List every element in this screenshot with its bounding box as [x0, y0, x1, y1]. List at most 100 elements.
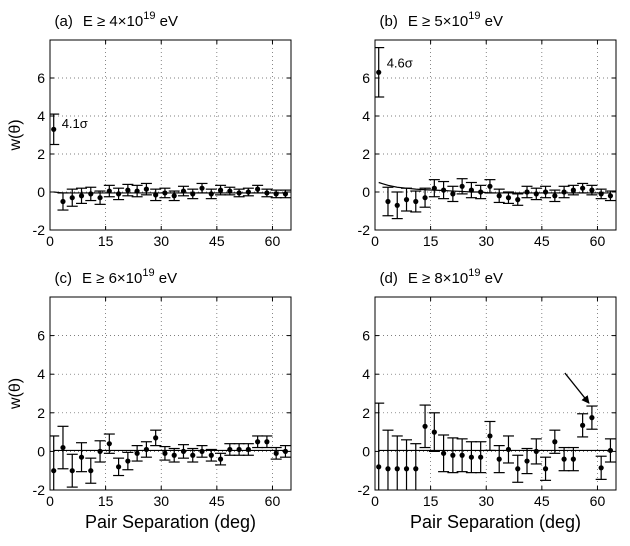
data-point: [580, 422, 586, 428]
plot-frame: [374, 296, 617, 491]
data-layer: [375, 402, 616, 490]
panel-title: (d) E ≥ 8×1019 eV: [380, 267, 503, 287]
data-point: [88, 468, 94, 474]
ticks: [374, 297, 616, 491]
data-point: [125, 187, 131, 193]
significance-annotation: 4.6σ: [387, 55, 413, 70]
x-tick-label: 60: [590, 493, 606, 509]
data-point: [60, 444, 66, 451]
ticks: [49, 297, 291, 491]
ticks: [49, 40, 291, 231]
data-point: [607, 193, 614, 199]
data-point: [208, 452, 214, 458]
data-point: [403, 197, 410, 203]
data-point: [468, 454, 474, 460]
data-point: [199, 185, 205, 191]
data-layer: [50, 425, 291, 490]
title-energy: E ≥ 5×10: [408, 13, 468, 30]
grid: [375, 40, 616, 230]
x-axis-label: Pair Separation (deg): [85, 512, 256, 532]
title-unit: eV: [480, 13, 503, 30]
x-tick-label: 45: [209, 233, 225, 249]
plot-frame: [374, 39, 617, 231]
plot-frame: [49, 296, 292, 491]
y-tick-label: 0: [362, 443, 370, 459]
data-point: [255, 186, 261, 192]
data-point: [394, 202, 400, 208]
data-point: [431, 185, 437, 191]
data-point: [487, 433, 493, 439]
x-tick-label: 60: [265, 493, 281, 509]
title-unit: eV: [480, 270, 503, 287]
data-point: [515, 197, 521, 203]
data-point: [60, 198, 66, 205]
y-tick-label: -2: [358, 222, 371, 238]
plot-frame: [49, 39, 292, 231]
y-tick-label: 4: [37, 366, 45, 382]
data-point: [385, 466, 391, 472]
x-tick-label: 60: [590, 233, 606, 249]
data-point: [208, 191, 214, 197]
data-point: [273, 191, 279, 197]
data-point: [180, 188, 187, 194]
data-point: [143, 446, 149, 453]
data-point: [245, 189, 251, 195]
data-point: [171, 452, 177, 458]
title-unit: eV: [155, 270, 178, 287]
grid: [50, 297, 291, 490]
data-point: [450, 191, 456, 197]
data-point: [524, 458, 530, 464]
x-tick-label: 15: [423, 233, 439, 249]
data-point: [561, 189, 567, 195]
data-point: [255, 439, 261, 445]
data-point: [505, 446, 512, 453]
y-tick-label: -2: [33, 482, 46, 498]
y-tick-label: 0: [362, 184, 370, 200]
data-point: [459, 183, 465, 189]
data-point: [478, 454, 484, 460]
data-point: [190, 191, 196, 197]
panel-title: (c) E ≥ 6×1019 eV: [55, 267, 178, 287]
y-tick-label: -2: [358, 482, 371, 498]
data-point: [542, 466, 549, 472]
data-point: [413, 198, 419, 205]
y-axis-label: w(θ): [7, 119, 24, 151]
data-point: [97, 195, 103, 201]
data-layer: [375, 46, 616, 220]
data-point: [236, 446, 242, 453]
y-axis-label: w(θ): [7, 378, 24, 410]
data-point: [376, 464, 382, 470]
data-point: [162, 190, 168, 196]
y-tick-label: -2: [33, 222, 46, 238]
x-tick-label: 0: [371, 233, 379, 249]
x-tick-label: 60: [265, 233, 281, 249]
x-axis-label: Pair Separation (deg): [410, 512, 581, 532]
x-tick-label: 0: [46, 493, 54, 509]
data-point: [589, 415, 595, 421]
data-point: [153, 192, 159, 198]
data-point: [236, 190, 242, 196]
data-point: [440, 187, 447, 193]
y-tick-label: 6: [37, 70, 45, 86]
data-point: [264, 439, 270, 445]
data-point: [115, 191, 122, 197]
title-unit: eV: [155, 13, 178, 30]
panel-c: (c) E ≥ 6×1019 eV0 15 30 45 60-20246w(θ)Pair …: [7, 267, 292, 532]
data-point: [69, 468, 75, 474]
ticks: [374, 40, 616, 231]
x-tick-label: 15: [98, 233, 114, 249]
y-tick-label: 2: [362, 405, 370, 421]
x-tick-label: 45: [534, 493, 550, 509]
data-point: [515, 466, 521, 472]
data-point: [199, 448, 205, 454]
data-point: [264, 190, 270, 196]
y-tick-label: 2: [362, 146, 370, 162]
title-exponent: 19: [142, 267, 154, 279]
data-point: [459, 452, 465, 458]
data-point: [273, 450, 279, 456]
data-point: [422, 423, 428, 429]
data-point: [227, 188, 233, 194]
